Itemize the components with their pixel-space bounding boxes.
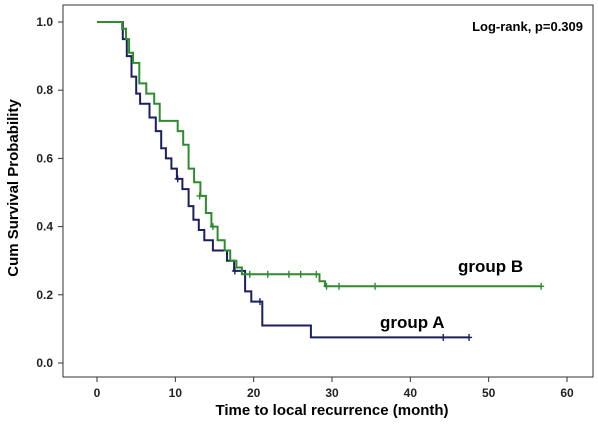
censor-mark-group-a <box>440 333 447 341</box>
censor-mark-group-b <box>538 282 545 290</box>
x-tick-label: 60 <box>560 386 574 400</box>
censor-mark-group-b <box>297 270 304 278</box>
series-label-group-b: group B <box>458 257 523 276</box>
x-axis-title: Time to local recurrence (month) <box>215 402 448 419</box>
plot-frame <box>62 4 594 378</box>
y-tick-label: 0.2 <box>36 288 53 302</box>
y-tick-label: 0.0 <box>36 356 53 370</box>
y-axis-title: Cum Survival Probability <box>5 99 22 277</box>
censor-mark-group-a <box>256 298 263 306</box>
censor-mark-group-b <box>196 192 203 200</box>
y-tick-label: 1.0 <box>36 15 53 29</box>
censor-mark-group-a <box>231 267 238 275</box>
x-tick-label: 50 <box>482 386 496 400</box>
survival-curve-group-b <box>97 21 542 288</box>
log-rank-annotation: Log-rank, p=0.309 <box>472 19 583 34</box>
x-tick-label: 20 <box>247 386 261 400</box>
censor-mark-group-b <box>246 270 253 278</box>
y-tick-label: 0.8 <box>36 83 53 97</box>
censor-mark-group-b <box>323 282 330 290</box>
series-layer <box>97 21 545 341</box>
x-axis: 0 10 20 30 40 50 60 <box>94 377 574 400</box>
censor-mark-group-b <box>372 282 379 290</box>
y-axis: 0.0 0.2 0.4 0.6 0.8 1.0 <box>36 15 63 370</box>
censor-mark-group-b <box>285 270 292 278</box>
censor-mark-group-a <box>174 175 181 183</box>
series-label-group-a: group A <box>380 313 445 332</box>
x-tick-label: 0 <box>94 386 101 400</box>
censor-mark-group-b <box>313 270 320 278</box>
censor-mark-group-b <box>336 282 343 290</box>
censor-mark-group-a <box>466 333 473 341</box>
x-tick-label: 40 <box>404 386 418 400</box>
x-tick-label: 30 <box>325 386 339 400</box>
y-tick-label: 0.6 <box>36 151 53 165</box>
x-tick-label: 10 <box>169 386 183 400</box>
censor-mark-group-b <box>264 270 271 278</box>
y-tick-label: 0.4 <box>36 220 53 234</box>
censor-mark-group-b <box>209 223 216 231</box>
